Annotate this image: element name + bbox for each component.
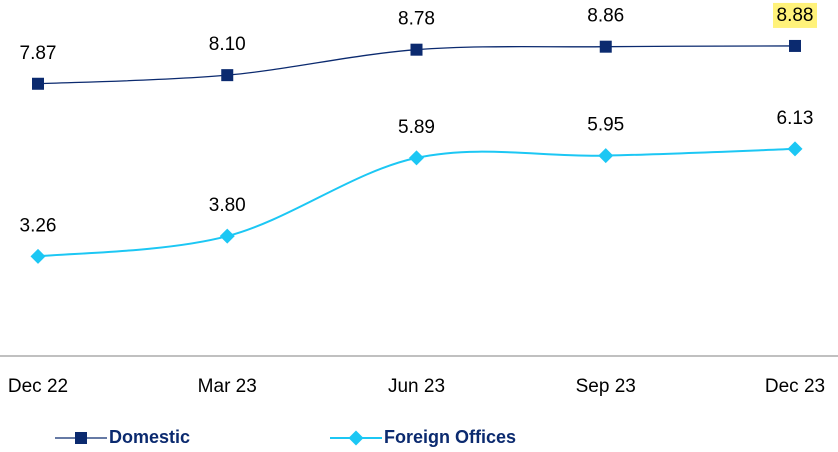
x-tick-label: Sep 23 [576,376,636,397]
data-point [30,248,46,264]
legend-text: Domestic [109,427,190,447]
x-tick-label: Dec 23 [765,376,825,397]
data-point [789,39,801,52]
data-point [219,228,235,244]
data-label: 6.13 [777,108,814,129]
data-point [787,141,803,157]
legend-text: Foreign Offices [384,427,516,447]
data-label: 7.87 [20,43,57,64]
x-tick-label: Dec 22 [8,376,68,397]
data-label: 3.26 [20,215,57,236]
data-label: 3.80 [209,195,246,216]
label-highlight [773,2,817,28]
data-point [409,150,424,166]
data-label: 5.95 [587,115,624,136]
x-tick-label: Jun 23 [388,376,445,397]
data-label: 8.88 [777,5,814,26]
data-point [598,148,614,164]
data-point [32,77,44,90]
data-point [410,43,423,56]
data-point [599,40,612,53]
data-label: 8.78 [398,9,435,30]
data-label: 8.10 [209,34,246,55]
data-label: 5.89 [398,117,435,138]
legend-marker [75,432,87,444]
data-point [221,69,234,82]
legend-marker [348,430,364,446]
x-tick-label: Mar 23 [198,376,257,397]
data-label: 8.86 [587,6,624,27]
